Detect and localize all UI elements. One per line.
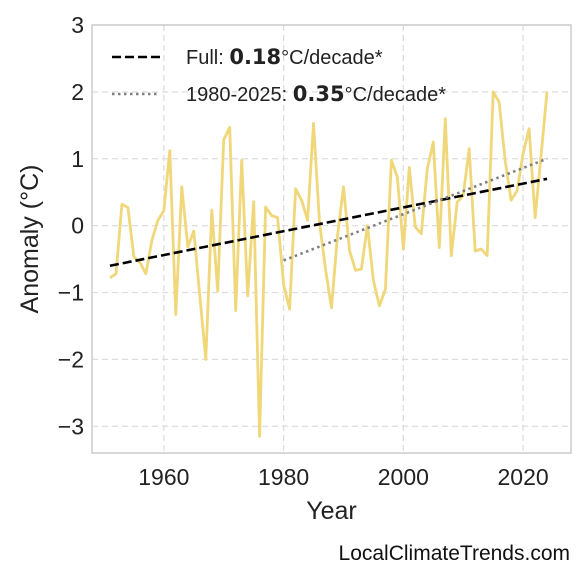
y-tick-label: 0 bbox=[71, 213, 84, 239]
x-tick-label: 2000 bbox=[378, 464, 429, 490]
y-tick-label: −2 bbox=[58, 346, 84, 372]
x-tick-label: 2020 bbox=[498, 464, 549, 490]
y-ticks: −3 −2 −1 0 1 2 3 bbox=[58, 12, 84, 439]
legend-recent-label: 1980-2025: 0.35°C/decade* bbox=[186, 82, 446, 106]
y-tick-label: 1 bbox=[71, 146, 84, 172]
y-tick-label: 2 bbox=[71, 79, 84, 105]
y-axis-label: Anomaly (°C) bbox=[16, 165, 44, 314]
x-tick-label: 1980 bbox=[258, 464, 309, 490]
legend: Full: 0.18°C/decade* 1980-2025: 0.35°C/de… bbox=[112, 45, 446, 106]
watermark: LocalClimateTrends.com bbox=[338, 542, 570, 565]
x-axis-label: Year bbox=[306, 497, 357, 525]
legend-full-label: Full: 0.18°C/decade* bbox=[186, 45, 383, 69]
y-tick-label: −1 bbox=[58, 280, 84, 306]
anomaly-series-line bbox=[109, 90, 549, 438]
plot-frame bbox=[91, 24, 572, 454]
x-tick-label: 1960 bbox=[138, 464, 189, 490]
recent-trend-line bbox=[283, 157, 548, 262]
series-group bbox=[109, 90, 549, 438]
full-trend-line bbox=[109, 177, 548, 268]
x-ticks: 1960 1980 2000 2020 bbox=[138, 464, 548, 490]
y-tick-label: −3 bbox=[58, 413, 84, 439]
y-tick-label: 3 bbox=[71, 12, 84, 38]
